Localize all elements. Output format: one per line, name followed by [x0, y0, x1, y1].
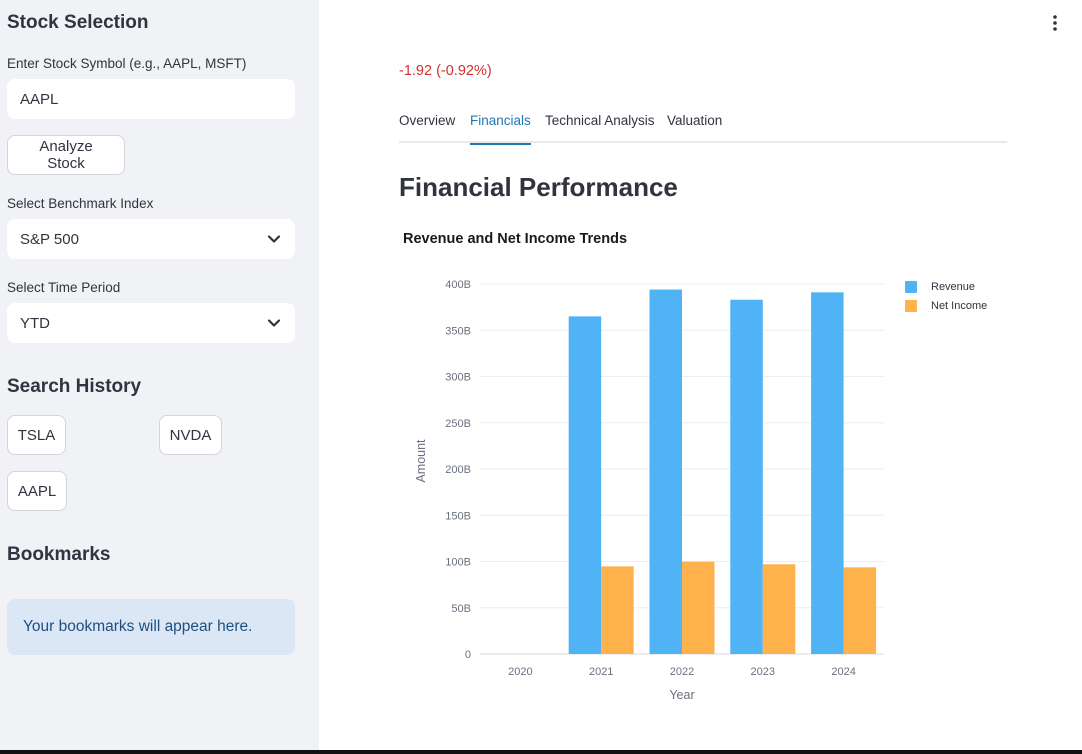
price-change: -1.92 (-0.92%): [399, 63, 492, 79]
bar-net-income[interactable]: [843, 567, 877, 654]
bookmarks-info-box: Your bookmarks will appear here.: [7, 599, 295, 655]
y-tick-label: 350B: [445, 325, 471, 337]
search-history-title: Search History: [7, 376, 142, 397]
y-tick-label: 0: [465, 649, 471, 661]
y-axis-title: Amount: [414, 439, 428, 483]
chart-legend: Revenue Net Income: [905, 277, 987, 315]
y-tick-label: 200B: [445, 464, 471, 476]
history-button-tsla[interactable]: TSLA: [7, 415, 66, 455]
legend-label-net-income: Net Income: [931, 299, 988, 312]
chevron-down-icon: [267, 235, 281, 243]
x-tick-label: 2021: [589, 666, 613, 678]
more-options-icon[interactable]: [1046, 13, 1064, 33]
bar-net-income[interactable]: [762, 564, 796, 654]
bottom-edge: [0, 750, 1082, 754]
tab-financials[interactable]: Financials: [470, 113, 531, 145]
symbol-input[interactable]: [7, 79, 295, 119]
bar-net-income[interactable]: [601, 566, 634, 654]
bar-revenue[interactable]: [811, 292, 844, 654]
legend-swatch-revenue: [905, 280, 917, 293]
history-button-aapl[interactable]: AAPL: [7, 471, 67, 511]
bar-net-income[interactable]: [682, 561, 715, 654]
chevron-down-icon: [267, 319, 281, 327]
symbol-label: Enter Stock Symbol (e.g., AAPL, MSFT): [7, 56, 247, 71]
bar-revenue[interactable]: [649, 289, 683, 654]
sidebar-title: Stock Selection: [7, 12, 149, 33]
y-tick-label: 250B: [445, 418, 471, 430]
tab-bar: Overview Financials Technical Analysis V…: [399, 110, 1007, 145]
bar-revenue[interactable]: [730, 299, 763, 654]
benchmark-select[interactable]: S&P 500: [7, 219, 295, 259]
x-tick-label: 2024: [831, 666, 855, 678]
bar-revenue[interactable]: [568, 316, 602, 654]
sidebar: Stock Selection Enter Stock Symbol (e.g.…: [0, 0, 319, 754]
bookmarks-info-text: Your bookmarks will appear here.: [23, 618, 253, 635]
legend-item-net-income[interactable]: Net Income: [905, 296, 987, 315]
benchmark-label: Select Benchmark Index: [7, 196, 154, 211]
y-tick-label: 150B: [445, 510, 471, 522]
tab-valuation[interactable]: Valuation: [667, 113, 723, 128]
tab-technical-analysis[interactable]: Technical Analysis: [545, 113, 655, 128]
x-tick-label: 2023: [751, 666, 775, 678]
x-tick-label: 2022: [670, 666, 694, 678]
period-value: YTD: [20, 314, 50, 332]
section-title: Financial Performance: [399, 172, 678, 202]
period-select[interactable]: YTD: [7, 303, 295, 343]
y-tick-label: 300B: [445, 372, 471, 384]
analyze-stock-button[interactable]: Analyze Stock: [7, 135, 125, 175]
x-tick-label: 2020: [508, 666, 532, 678]
y-tick-label: 100B: [445, 557, 471, 569]
chart-title: Revenue and Net Income Trends: [403, 231, 628, 247]
history-button-nvda[interactable]: NVDA: [159, 415, 222, 455]
legend-item-revenue[interactable]: Revenue: [905, 277, 987, 296]
y-tick-label: 50B: [451, 603, 471, 615]
x-axis-title: Year: [669, 688, 694, 702]
benchmark-value: S&P 500: [20, 230, 79, 248]
legend-label-revenue: Revenue: [931, 280, 976, 293]
y-tick-label: 400B: [445, 279, 471, 291]
revenue-net-income-chart: 0 50B 100B 150B 200B 250B 300B 350B 400B 2020 2021…: [414, 279, 884, 702]
legend-swatch-net-income: [905, 299, 917, 312]
period-label: Select Time Period: [7, 280, 121, 295]
bookmarks-title: Bookmarks: [7, 544, 111, 565]
tab-overview[interactable]: Overview: [399, 113, 456, 128]
